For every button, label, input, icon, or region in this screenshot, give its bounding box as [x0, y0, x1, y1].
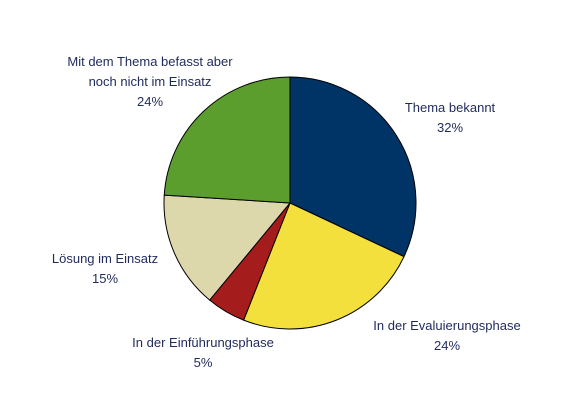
label-line: Mit dem Thema befasst aber [67, 54, 233, 69]
label-einfuehrungsphase: In der Einführungsphase 5% [113, 333, 293, 373]
value-label: 24% [433, 338, 461, 353]
label-line: noch nicht im Einsatz [88, 74, 212, 89]
value-label: 32% [436, 120, 464, 135]
label-mit-dem-thema-befasst: Mit dem Thema befasst aber noch nicht im… [50, 52, 250, 112]
label-line: In der Einführungsphase [132, 335, 274, 350]
pie-slice-in-der-evaluierungsphase [243, 202, 405, 330]
pie-slice-mit-dem-thema-befasst-aber-noch-nicht-im-einsatz [163, 76, 291, 204]
pie-slice-thema-bekannt [289, 76, 417, 258]
pie-slice-losung-im-einsatz [163, 194, 291, 301]
label-line: Lösung im Einsatz [51, 251, 159, 266]
label-evaluierungsphase: In der Evaluierungsphase 24% [357, 316, 537, 356]
value-label: 5% [193, 355, 213, 370]
value-label: 15% [91, 271, 119, 286]
label-thema-bekannt: Thema bekannt 32% [400, 98, 500, 138]
value-label: 24% [136, 94, 164, 109]
label-line: In der Evaluierungsphase [373, 318, 521, 333]
label-loesung-im-einsatz: Lösung im Einsatz 15% [40, 249, 170, 289]
label-line: Thema bekannt [404, 100, 496, 115]
